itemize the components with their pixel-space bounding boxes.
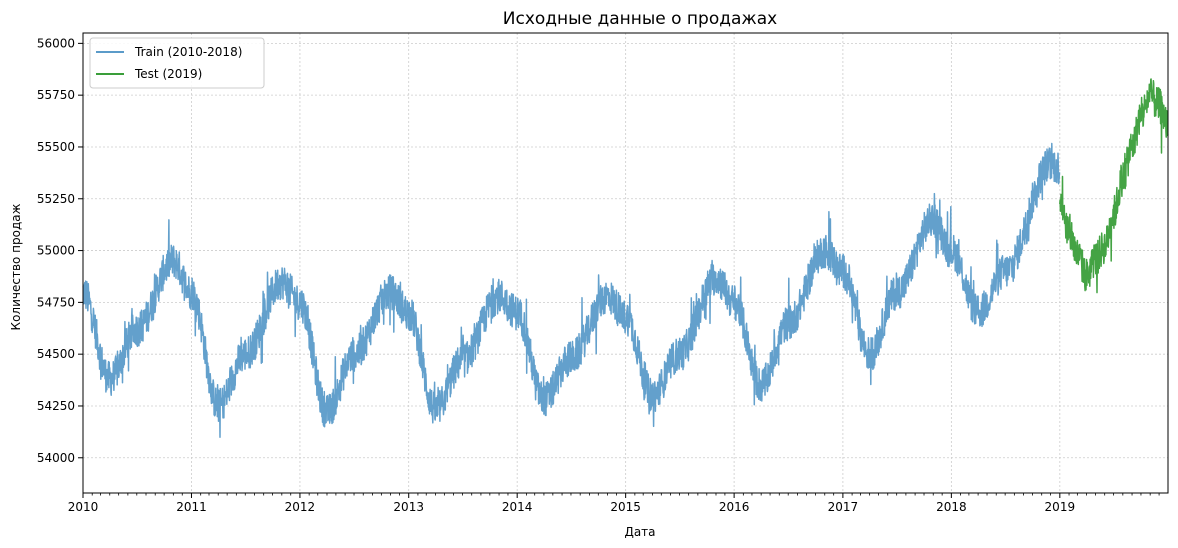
x-tick-label: 2011 [176, 500, 207, 514]
legend-label: Train (2010-2018) [134, 45, 242, 59]
y-tick-label: 55500 [37, 140, 75, 154]
series-line-1 [1059, 78, 1169, 294]
y-tick-label: 54750 [37, 295, 75, 309]
y-tick-label: 55750 [37, 88, 75, 102]
legend-box [89, 37, 265, 89]
series-layer [82, 78, 1169, 438]
x-tick-label: 2019 [1045, 500, 1076, 514]
x-tick-label: 2016 [719, 500, 750, 514]
x-tick-label: 2017 [828, 500, 859, 514]
x-axis-label: Дата [624, 525, 655, 539]
legend-label: Test (2019) [134, 67, 202, 81]
y-tick-label: 55250 [37, 192, 75, 206]
y-tick-label: 55000 [37, 244, 75, 258]
x-tick-label: 2012 [285, 500, 316, 514]
x-tick-label: 2013 [393, 500, 424, 514]
y-tick-label: 54500 [37, 347, 75, 361]
y-axis-label: Количество продаж [9, 203, 23, 330]
x-tick-label: 2010 [68, 500, 99, 514]
chart-title: Исходные данные о продажах [503, 9, 777, 29]
series-line-0 [82, 142, 1061, 438]
x-tick-label: 2014 [502, 500, 533, 514]
y-tick-label: 54000 [37, 451, 75, 465]
legend: Train (2010-2018) Test (2019) [89, 37, 265, 89]
x-tick-label: 2018 [936, 500, 967, 514]
y-tick-label: 54250 [37, 399, 75, 413]
y-axis: 54000 54250 54500 54750 55000 55250 55500 55750… [37, 36, 83, 465]
y-tick-label: 56000 [37, 36, 75, 50]
x-axis: 2010 2011 2012 2013 2014 2015 2016 2017 2018 2019 [68, 493, 1160, 514]
x-tick-label: 2015 [610, 500, 641, 514]
